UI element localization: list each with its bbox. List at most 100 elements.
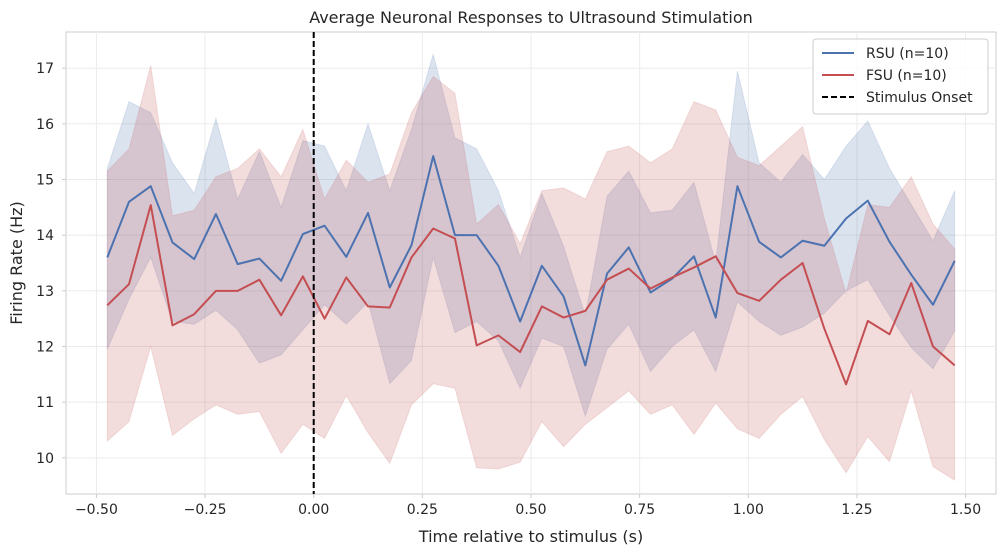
data-point-rsu	[410, 244, 412, 246]
y-tick-label: 12	[36, 339, 54, 355]
data-point-fsu	[193, 313, 195, 315]
data-point-fsu	[758, 300, 760, 302]
data-point-rsu	[932, 304, 934, 306]
data-point-fsu	[845, 383, 847, 385]
data-point-fsu	[541, 305, 543, 307]
data-point-fsu	[715, 255, 717, 257]
data-point-fsu	[932, 345, 934, 347]
y-axis-label: Firing Rate (Hz)	[7, 201, 26, 325]
data-point-rsu	[280, 280, 282, 282]
data-point-fsu	[215, 290, 217, 292]
data-point-rsu	[497, 265, 499, 267]
data-point-fsu	[736, 292, 738, 294]
data-point-fsu	[237, 290, 239, 292]
legend-box	[812, 38, 989, 115]
data-point-rsu	[432, 155, 434, 157]
data-point-fsu	[106, 304, 108, 306]
confidence-bands	[106, 52, 956, 481]
series-line-fsu	[106, 204, 956, 386]
data-point-rsu	[845, 217, 847, 219]
y-axis-ticks: 10 11 12 13 14 15 16 17	[36, 61, 66, 467]
data-point-rsu	[758, 241, 760, 243]
chart-title: Average Neuronal Responses to Ultrasound…	[309, 8, 753, 27]
data-point-rsu	[324, 225, 326, 227]
data-point-rsu	[802, 240, 804, 242]
x-tick-label: −0.50	[75, 502, 118, 518]
data-point-rsu	[780, 256, 782, 258]
x-tick-label: 1.00	[733, 502, 764, 518]
y-tick-label: 11	[36, 395, 54, 411]
data-point-rsu	[128, 201, 130, 203]
data-point-fsu	[367, 305, 369, 307]
data-point-rsu	[367, 212, 369, 214]
data-point-fsu	[584, 310, 586, 312]
data-point-rsu	[715, 317, 717, 319]
data-point-rsu	[389, 286, 391, 288]
data-point-rsu	[628, 246, 630, 248]
x-tick-label: 0.75	[624, 502, 655, 518]
x-tick-label: 1.50	[950, 502, 981, 518]
y-tick-label: 10	[36, 451, 54, 467]
data-point-rsu	[345, 256, 347, 258]
data-point-rsu	[215, 213, 217, 215]
y-tick-label: 14	[36, 228, 54, 244]
data-point-fsu	[454, 238, 456, 240]
band-fsu	[106, 65, 956, 481]
data-point-rsu	[650, 292, 652, 294]
data-point-rsu	[150, 185, 152, 187]
data-point-rsu	[237, 263, 239, 265]
y-tick-label: 13	[36, 284, 54, 300]
data-point-fsu	[432, 227, 434, 229]
x-axis-ticks: −0.50 −0.25 0.00 0.25 0.50 0.75 1.00 1.25 1.50	[75, 494, 981, 518]
data-point-fsu	[345, 276, 347, 278]
data-point-rsu	[519, 320, 521, 322]
data-point-fsu	[780, 279, 782, 281]
legend: RSU (n=10) FSU (n=10) Stimulus Onset	[812, 38, 989, 115]
data-point-rsu	[193, 258, 195, 260]
legend-label-fsu: FSU (n=10)	[866, 68, 947, 84]
data-point-fsu	[889, 333, 891, 335]
data-point-rsu	[171, 241, 173, 243]
y-tick-label: 17	[36, 61, 54, 77]
y-tick-label: 16	[36, 117, 54, 133]
band-rsu	[106, 52, 956, 418]
data-point-fsu	[171, 324, 173, 326]
data-point-rsu	[954, 260, 956, 262]
x-tick-label: 0.50	[515, 502, 546, 518]
data-point-rsu	[541, 265, 543, 267]
legend-label-stimulus: Stimulus Onset	[866, 90, 973, 106]
legend-label-rsu: RSU (n=10)	[866, 46, 949, 62]
data-point-fsu	[497, 334, 499, 336]
data-point-rsu	[867, 200, 869, 202]
data-point-fsu	[954, 364, 956, 366]
data-point-fsu	[519, 351, 521, 353]
data-point-fsu	[671, 276, 673, 278]
data-point-rsu	[258, 258, 260, 260]
x-tick-label: −0.25	[184, 502, 227, 518]
data-point-rsu	[563, 295, 565, 297]
data-point-fsu	[280, 314, 282, 316]
data-point-fsu	[563, 317, 565, 319]
data-point-fsu	[628, 268, 630, 270]
data-point-fsu	[693, 266, 695, 268]
data-point-fsu	[258, 279, 260, 281]
data-point-fsu	[150, 204, 152, 206]
data-point-fsu	[606, 279, 608, 281]
x-axis-label: Time relative to stimulus (s)	[418, 527, 643, 546]
data-point-fsu	[910, 282, 912, 284]
data-point-rsu	[693, 255, 695, 257]
data-point-rsu	[302, 233, 304, 235]
data-point-fsu	[823, 328, 825, 330]
data-point-rsu	[584, 364, 586, 366]
x-tick-label: 1.25	[841, 502, 872, 518]
data-point-fsu	[802, 262, 804, 264]
series-line-rsu	[106, 155, 956, 367]
data-point-fsu	[128, 283, 130, 285]
data-point-fsu	[650, 288, 652, 290]
data-point-rsu	[606, 273, 608, 275]
data-point-rsu	[454, 234, 456, 236]
data-point-fsu	[410, 256, 412, 258]
series-lines	[106, 155, 956, 386]
